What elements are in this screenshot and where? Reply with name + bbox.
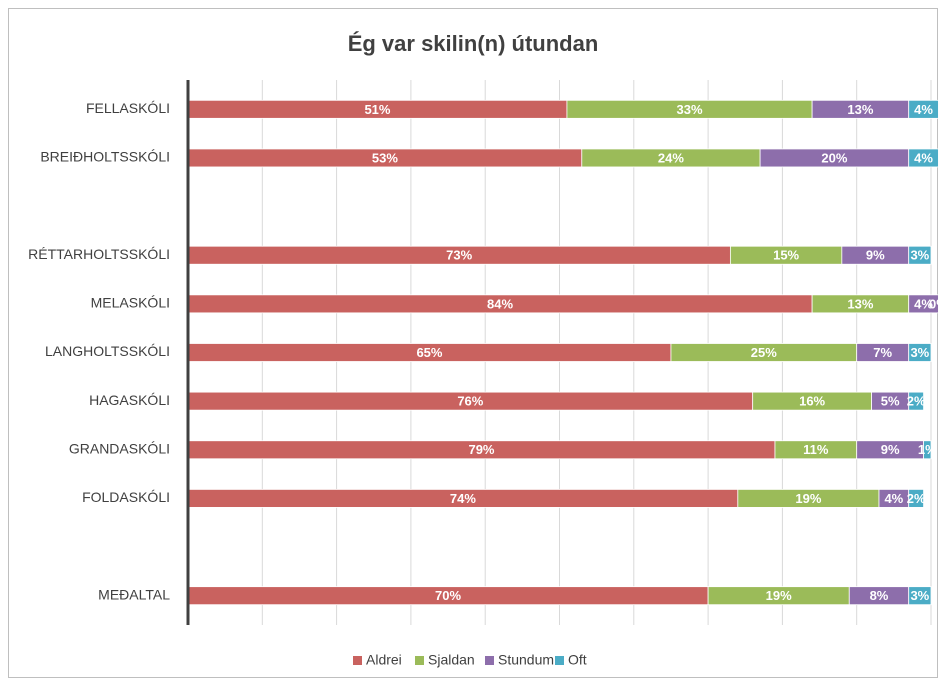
y-tick-label: BREIÐHOLTSSKÓLI — [40, 149, 170, 165]
bar-segment — [923, 440, 932, 460]
data-label: 19% — [795, 491, 821, 506]
y-tick-label: FOLDASKÓLI — [82, 489, 170, 505]
legend-swatch — [415, 656, 424, 665]
y-tick-label: LANGHOLTSSKÓLI — [45, 343, 170, 359]
legend-swatch — [353, 656, 362, 665]
data-label: 3% — [910, 248, 929, 263]
bar-segment — [908, 148, 939, 168]
data-label: 4% — [914, 150, 933, 165]
chart-title: Ég var skilin(n) útundan — [348, 31, 599, 56]
y-tick-label: RÉTTARHOLTSSKÓLI — [28, 246, 170, 262]
bar-segment — [908, 489, 924, 508]
data-label: 9% — [881, 442, 900, 457]
data-label: 8% — [870, 588, 889, 603]
data-label: 25% — [751, 345, 777, 360]
legend-swatch — [555, 656, 564, 665]
legend-swatch — [485, 656, 494, 665]
data-label: 2% — [907, 394, 926, 409]
data-label: 33% — [677, 102, 703, 117]
bar-segment — [908, 586, 932, 606]
data-label: 65% — [416, 345, 442, 360]
data-label: 19% — [766, 588, 792, 603]
data-label: 84% — [487, 296, 513, 311]
data-label: 53% — [372, 150, 398, 165]
y-tick-label: HAGASKÓLI — [89, 392, 170, 408]
data-label: 1% — [918, 442, 937, 457]
data-label: 3% — [910, 588, 929, 603]
data-label: 4% — [914, 296, 933, 311]
y-tick-label: FELLASKÓLI — [86, 100, 170, 116]
data-label: 20% — [821, 150, 847, 165]
y-tick-label: GRANDASKÓLI — [69, 440, 170, 456]
data-label: 7% — [873, 345, 892, 360]
data-label: 24% — [658, 150, 684, 165]
data-label: 0% — [929, 296, 946, 311]
legend-label: Stundum — [498, 652, 554, 668]
data-label: 51% — [364, 102, 390, 117]
data-label: 13% — [847, 296, 873, 311]
y-tick-label: MELASKÓLI — [91, 295, 170, 311]
bar-segment — [908, 391, 924, 411]
data-label: 13% — [847, 102, 873, 117]
data-label: 74% — [450, 491, 476, 506]
data-label: 76% — [457, 394, 483, 409]
data-label: 4% — [884, 491, 903, 506]
legend-label: Sjaldan — [428, 652, 475, 668]
legend-label: Aldrei — [366, 652, 402, 668]
bar-segment — [908, 99, 939, 119]
data-label: 70% — [435, 588, 461, 603]
bar-segment — [908, 245, 932, 265]
data-label: 3% — [910, 345, 929, 360]
y-tick-label: MEÐALTAL — [98, 586, 170, 602]
data-label: 79% — [468, 442, 494, 457]
bar-segment — [908, 294, 939, 314]
data-label: 15% — [773, 248, 799, 263]
data-label: 73% — [446, 248, 472, 263]
data-label: 16% — [799, 394, 825, 409]
data-label: 4% — [914, 102, 933, 117]
data-label: 11% — [803, 442, 829, 457]
bar-segment — [908, 343, 932, 362]
legend-label: Oft — [568, 652, 587, 668]
data-label: 5% — [881, 394, 900, 409]
data-label: 9% — [866, 248, 885, 263]
data-label: 2% — [907, 491, 926, 506]
